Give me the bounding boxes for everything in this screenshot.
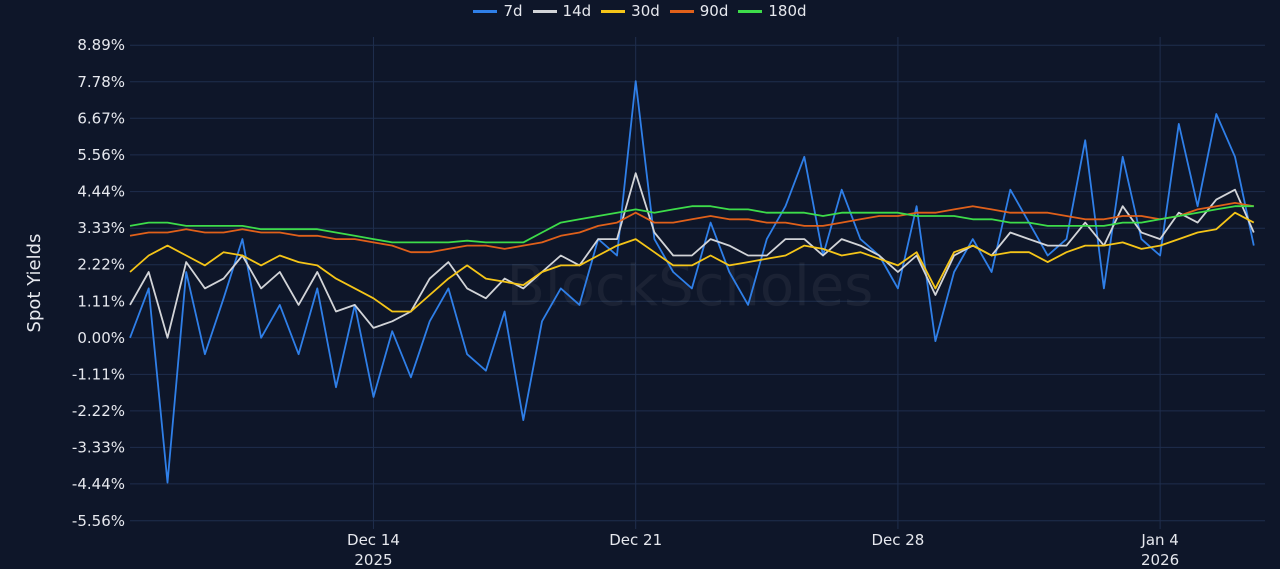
y-tick-label: 7.78% — [77, 73, 125, 91]
legend-label: 180d — [768, 2, 807, 20]
y-tick-label: 2.22% — [77, 256, 125, 274]
legend-label: 14d — [562, 2, 592, 20]
chart-legend: 7d 14d 30d 90d 180d — [0, 2, 1280, 20]
legend-swatch — [532, 9, 557, 13]
y-tick-label: 4.44% — [77, 183, 125, 201]
x-tick-label: Jan 4 — [1140, 531, 1178, 549]
legend-item-180d[interactable]: 180d — [738, 2, 807, 20]
y-axis-label: Spot Yields — [24, 234, 45, 333]
x-tick-label: Dec 21 — [609, 531, 662, 549]
legend-item-14d[interactable]: 14d — [532, 2, 592, 20]
x-tick-label: Dec 28 — [871, 531, 924, 549]
series-line-14d — [129, 172, 1255, 339]
legend-item-30d[interactable]: 30d — [601, 2, 660, 20]
y-tick-label: -4.44% — [72, 475, 125, 493]
y-tick-label: 8.89% — [77, 36, 125, 54]
x-tick-year-label: 2025 — [354, 551, 392, 569]
legend-swatch — [601, 9, 626, 13]
series-line-180d — [129, 205, 1254, 244]
x-tick-year-label: 2026 — [1141, 551, 1179, 569]
x-axis-ticks: Dec 14 2025 Dec 21 Dec 28 Jan 4 2026 — [347, 531, 1179, 569]
legend-item-90d[interactable]: 90d — [669, 2, 729, 20]
y-tick-label: -5.56% — [72, 512, 125, 530]
y-tick-label: 5.56% — [77, 146, 125, 164]
series-lines — [129, 80, 1255, 484]
legend-swatch — [738, 9, 763, 13]
legend-swatch — [669, 9, 694, 13]
x-tick-label: Dec 14 — [347, 531, 400, 549]
legend-swatch — [473, 9, 498, 13]
y-axis-ticks: 8.89% 7.78% 6.67% 5.56% 4.44% 3.33% 2.22% 1.11%… — [72, 36, 125, 530]
y-tick-label: 1.11% — [77, 292, 125, 310]
grid — [130, 37, 1265, 529]
y-tick-label: -2.22% — [72, 402, 125, 420]
legend-label: 90d — [699, 2, 729, 20]
series-line-30d — [129, 211, 1255, 313]
y-tick-label: -3.33% — [72, 438, 125, 456]
y-tick-label: 6.67% — [77, 109, 125, 127]
legend-item-7d[interactable]: 7d — [473, 2, 523, 20]
series-line-90d — [129, 202, 1254, 254]
y-tick-label: 3.33% — [77, 219, 125, 237]
legend-label: 7d — [503, 2, 523, 20]
y-tick-label: -1.11% — [72, 365, 125, 383]
legend-label: 30d — [631, 2, 660, 20]
y-tick-label: 0.00% — [77, 329, 125, 347]
series-line-7d — [129, 80, 1255, 484]
